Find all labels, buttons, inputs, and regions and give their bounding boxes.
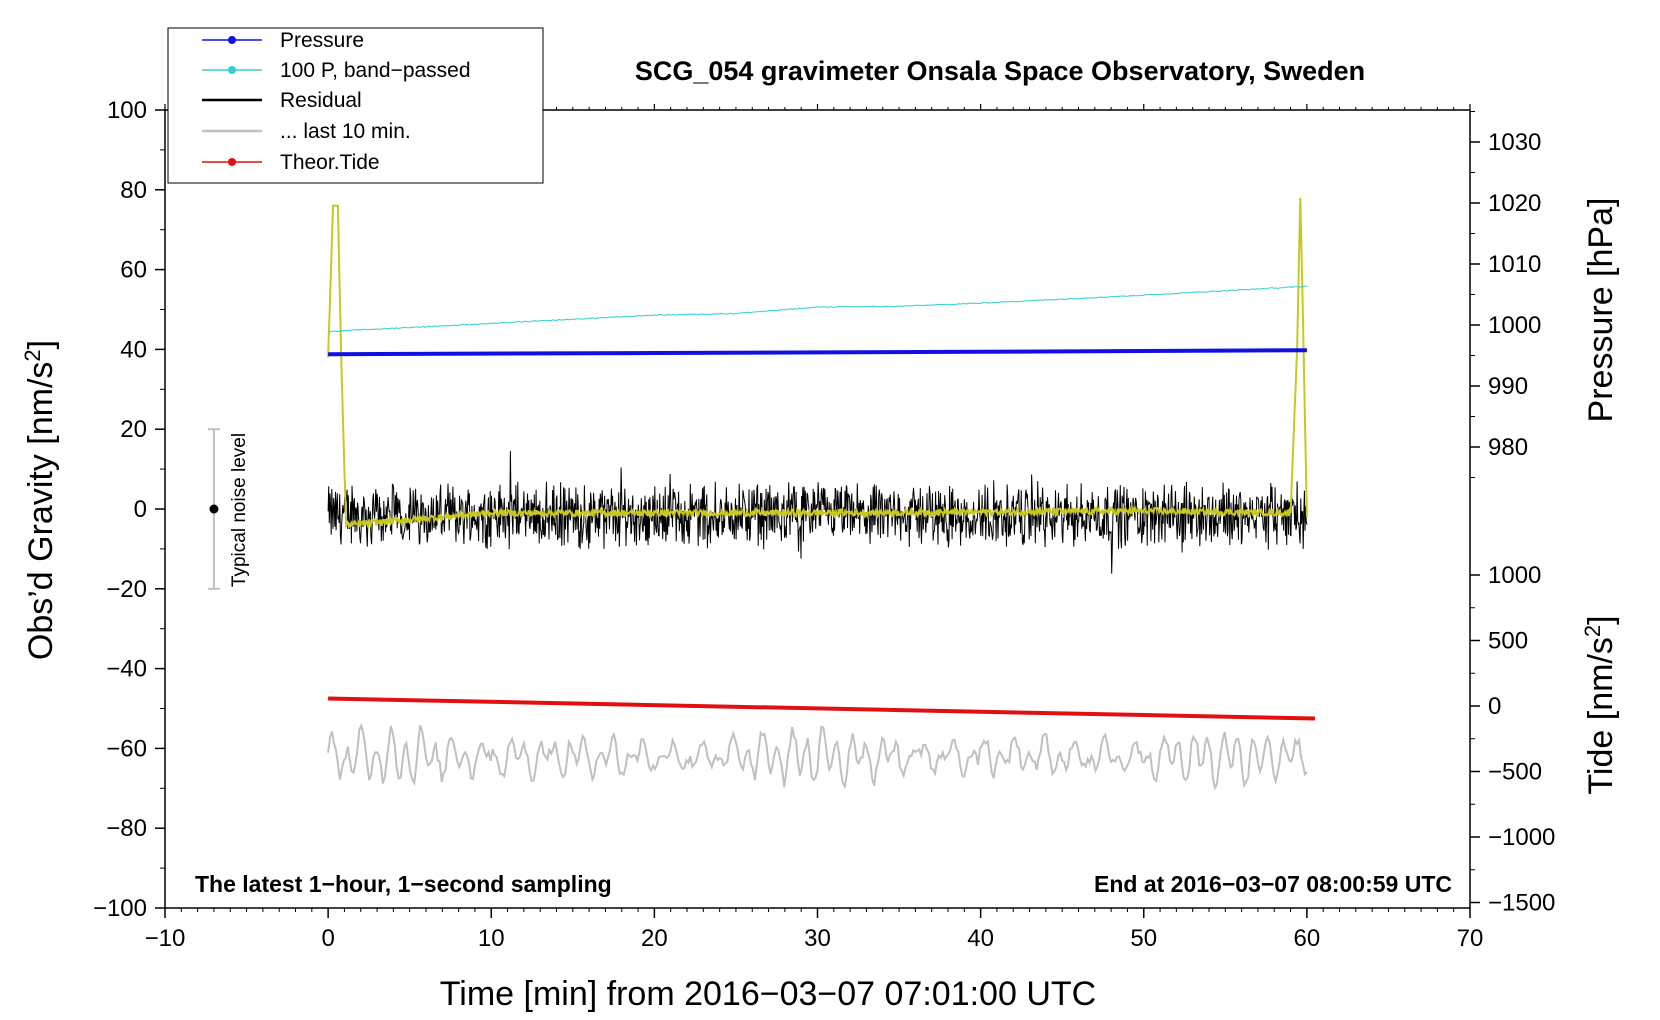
pressure-tick-label: 1030 [1488,129,1541,156]
pressure-line [328,348,1307,357]
y-tick-label: 20 [120,416,147,443]
y-tick-label: −80 [106,815,147,842]
y-tick-label: 80 [120,177,147,204]
pressure-axis-title: Pressure [hPa] [1582,198,1620,423]
tide-tick-label: −1500 [1488,890,1555,917]
y-tick-label: 40 [120,336,147,363]
y-tick-label: −20 [106,576,147,603]
chart-title: SCG_054 gravimeter Onsala Space Observat… [635,56,1365,86]
x-tick-label: 20 [641,925,668,952]
annotation-right: End at 2016−03−07 08:00:59 UTC [1094,871,1452,897]
residual-filtered-line [327,197,1308,530]
pressure-tick-label: 1000 [1488,312,1541,339]
legend-marker-tide [228,158,236,166]
last-10-min-line [327,722,1308,791]
pressure-tick-label: 1020 [1488,190,1541,217]
y-tick-label: 100 [107,97,147,124]
pressure-tick-label: 1010 [1488,251,1541,278]
tide-tick-label: −1000 [1488,824,1555,851]
y-tick-label: −60 [106,735,147,762]
legend: Pressure 100 P, band−passed Residual ...… [167,27,544,184]
legend-label-residual: Residual [280,89,362,112]
pressure-tick-label: 990 [1488,373,1528,400]
y-axis-title: Obs’d Gravity [nm/s2] [20,340,60,660]
tide-tick-label: −500 [1488,759,1542,786]
tide-tick-label: 1000 [1488,562,1541,589]
x-tick-label: 0 [321,925,334,952]
legend-marker-pressure [228,36,236,44]
axes-layer: −10 0 10 20 30 40 50 60 70−100−80−60−40−20020406… [93,97,1555,952]
plot-frame [164,109,1471,909]
theor-tide-line [328,696,1316,721]
x-tick-label: 50 [1130,925,1157,952]
x-tick-label: 70 [1457,925,1484,952]
legend-label-pressure: Pressure [280,29,364,52]
legend-marker-bandpassed [228,66,236,74]
legend-label-bandpassed: 100 P, band−passed [280,59,471,82]
x-tick-label: 10 [478,925,505,952]
tide-tick-label: 0 [1488,693,1501,720]
annotation-left: The latest 1−hour, 1−second sampling [195,871,612,897]
bandpassed-pressure-line [327,285,1307,333]
legend-label-last10: ... last 10 min. [280,120,411,143]
x-axis-title: Time [min] from 2016−03−07 07:01:00 UTC [440,975,1096,1013]
tide-axis-title: Tide [nm/s2] [1580,615,1620,794]
y-tick-label: 60 [120,257,147,284]
tide-tick-label: 500 [1488,628,1528,655]
pressure-tick-label: 980 [1488,434,1528,461]
x-tick-label: 40 [967,925,994,952]
legend-box [167,27,544,184]
noise-level-label: Typical noise level [229,433,250,587]
y-tick-label: 0 [134,496,147,523]
noise-bar-center [209,504,219,514]
y-tick-label: −40 [106,656,147,683]
y-tick-label: −100 [93,895,147,922]
x-tick-label: 60 [1294,925,1321,952]
x-tick-label: −10 [145,925,186,952]
legend-label-tide: Theor.Tide [280,151,380,174]
x-tick-label: 30 [804,925,831,952]
series-layer [207,197,1316,791]
